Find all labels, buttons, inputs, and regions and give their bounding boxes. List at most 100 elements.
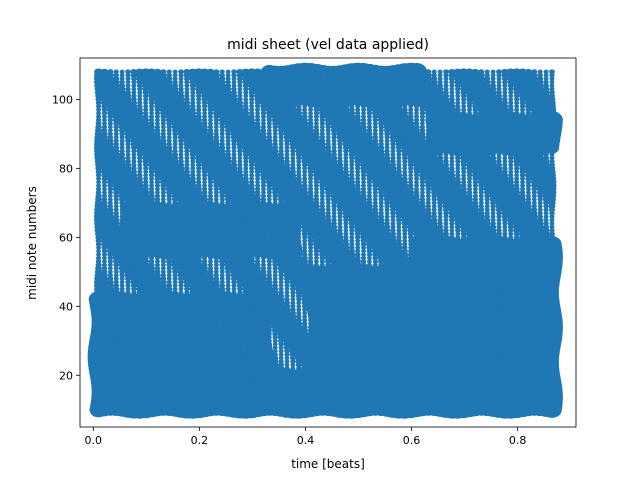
note-marker — [113, 128, 119, 133]
note-marker — [160, 193, 166, 199]
note-marker — [96, 114, 102, 119]
note-marker — [131, 96, 137, 102]
note-marker — [160, 131, 166, 137]
note-marker — [125, 286, 131, 292]
note-marker — [166, 200, 172, 206]
note-marker — [166, 76, 173, 82]
note-marker — [124, 93, 132, 99]
note-marker — [166, 269, 172, 275]
note-marker — [101, 127, 108, 133]
note-marker — [160, 69, 167, 75]
note-marker — [95, 259, 102, 264]
note-marker — [172, 290, 178, 295]
note-marker — [101, 265, 108, 271]
note-marker — [172, 276, 178, 281]
note-marker — [107, 197, 113, 202]
note-marker — [131, 165, 137, 171]
note-marker — [119, 283, 125, 288]
note-marker — [125, 76, 131, 81]
note-marker — [155, 117, 160, 123]
note-marker — [107, 207, 114, 213]
note-marker — [166, 145, 173, 151]
note-marker — [119, 138, 125, 143]
note-marker — [160, 128, 166, 133]
note-marker — [137, 90, 143, 95]
note-marker — [131, 90, 137, 95]
note-marker — [154, 127, 161, 133]
note-marker — [137, 93, 143, 99]
note-marker — [136, 107, 143, 113]
note-marker — [160, 266, 166, 271]
note-marker — [166, 266, 172, 271]
note-marker — [95, 262, 102, 268]
note-marker — [96, 104, 102, 109]
note-marker — [160, 134, 167, 140]
note-marker — [125, 72, 131, 78]
note-marker — [113, 207, 119, 212]
note-marker — [119, 142, 125, 147]
note-marker — [148, 262, 155, 268]
note-marker — [160, 259, 166, 264]
note-marker — [149, 114, 155, 119]
note-marker — [160, 279, 167, 285]
note-marker — [95, 186, 102, 192]
note-marker — [102, 190, 107, 195]
note-marker — [107, 276, 114, 282]
note-marker — [148, 190, 155, 195]
note-marker — [143, 104, 149, 109]
note-marker — [101, 179, 108, 185]
note-marker — [95, 241, 102, 247]
note-marker — [119, 79, 125, 85]
note-marker — [148, 117, 155, 123]
note-marker — [166, 72, 172, 78]
note-marker — [160, 262, 166, 268]
note-marker — [166, 141, 172, 147]
note-marker — [113, 204, 119, 209]
note-marker — [166, 279, 172, 285]
note-marker — [154, 262, 160, 268]
note-marker — [101, 110, 108, 116]
note-marker — [160, 121, 166, 126]
note-marker — [137, 155, 143, 161]
note-marker — [143, 169, 149, 175]
note-marker — [149, 179, 154, 185]
note-marker — [130, 69, 138, 75]
note-marker — [166, 138, 172, 144]
note-marker — [101, 183, 107, 188]
note-marker — [137, 97, 143, 102]
note-marker — [118, 155, 126, 161]
note-marker — [95, 121, 102, 126]
note-marker — [137, 169, 143, 175]
note-marker — [131, 152, 137, 157]
note-marker — [125, 90, 131, 95]
note-marker — [107, 193, 113, 199]
note-marker — [102, 255, 107, 261]
note-marker — [160, 200, 166, 206]
note-marker — [165, 148, 173, 154]
note-marker — [107, 138, 114, 144]
note-marker — [143, 100, 149, 106]
note-marker — [113, 273, 119, 278]
note-marker — [113, 214, 120, 220]
note-marker — [101, 200, 108, 206]
note-marker — [119, 69, 125, 74]
note-marker — [149, 103, 155, 109]
note-marker — [113, 276, 119, 281]
note-marker — [107, 134, 114, 140]
note-marker — [131, 79, 137, 85]
note-marker — [125, 283, 131, 288]
note-marker — [113, 266, 119, 271]
note-marker — [119, 83, 126, 89]
note-marker — [102, 114, 107, 119]
note-marker — [147, 68, 157, 76]
note-marker — [119, 73, 125, 78]
note-marker — [154, 266, 161, 271]
note-marker — [119, 135, 125, 140]
note-marker — [107, 200, 113, 206]
note-marker — [96, 107, 101, 112]
note-marker — [102, 117, 107, 123]
note-marker — [101, 269, 108, 275]
note-marker — [125, 155, 131, 161]
note-marker — [107, 269, 113, 275]
